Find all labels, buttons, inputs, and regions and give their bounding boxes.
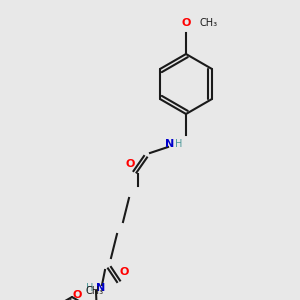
Text: H: H — [85, 283, 93, 293]
Text: O: O — [126, 159, 135, 169]
Text: O: O — [72, 290, 82, 300]
Text: O: O — [181, 19, 191, 28]
Text: N: N — [165, 139, 174, 149]
Text: O: O — [120, 267, 129, 277]
Text: N: N — [96, 283, 105, 293]
Text: CH₃: CH₃ — [200, 19, 217, 28]
Text: H: H — [176, 139, 183, 149]
Text: CH₃: CH₃ — [86, 286, 104, 296]
